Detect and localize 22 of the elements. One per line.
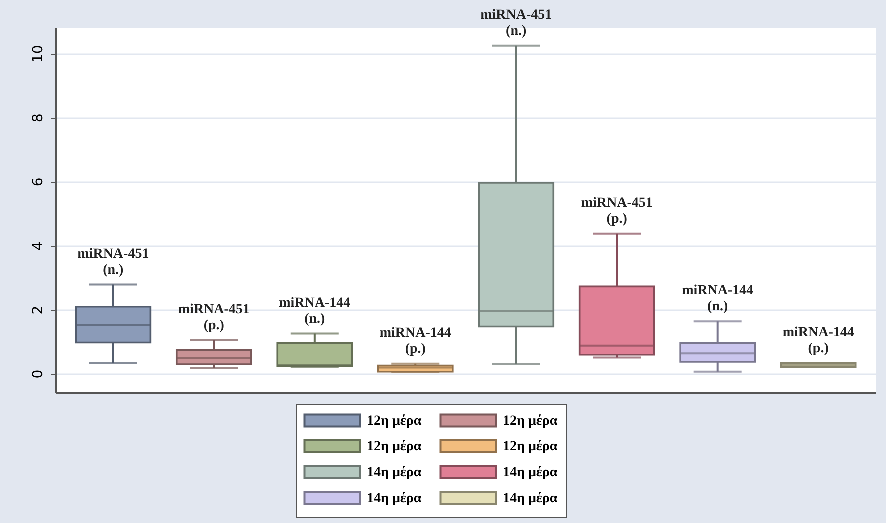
annotation: miRNA-451 (p.): [178, 302, 250, 334]
y-tick-label: 2: [30, 306, 46, 315]
legend-label: 12η μέρα: [367, 414, 422, 429]
legend-label: 14η μέρα: [367, 466, 422, 480]
annotation: miRNA-144 (n.): [279, 296, 351, 327]
y-tick-label: 8: [30, 114, 46, 123]
annotation: miRNA-451 (n.): [78, 246, 150, 278]
annotation: miRNA-451 (n.): [480, 8, 552, 39]
y-tick-label: 0: [30, 370, 46, 379]
annotation: miRNA-144 (p.): [782, 326, 854, 357]
legend-label: 12η μέρα: [503, 414, 558, 429]
legend-label: 12η μέρα: [503, 440, 558, 454]
y-tick-label: 4: [30, 242, 46, 251]
legend-label: 14η μέρα: [503, 466, 558, 480]
legend-label: 12η μέρα: [367, 440, 422, 454]
annotation: miRNA-144 (p.): [380, 326, 452, 357]
legend-label: 14η μέρα: [503, 492, 558, 506]
y-tick-label: 10: [30, 45, 46, 64]
annotation: miRNA-451 (p.): [581, 196, 653, 227]
annotation: miRNA-144 (n.): [682, 284, 754, 315]
y-tick-label: 6: [30, 178, 46, 187]
legend-label: 14η μέρα: [367, 492, 422, 506]
